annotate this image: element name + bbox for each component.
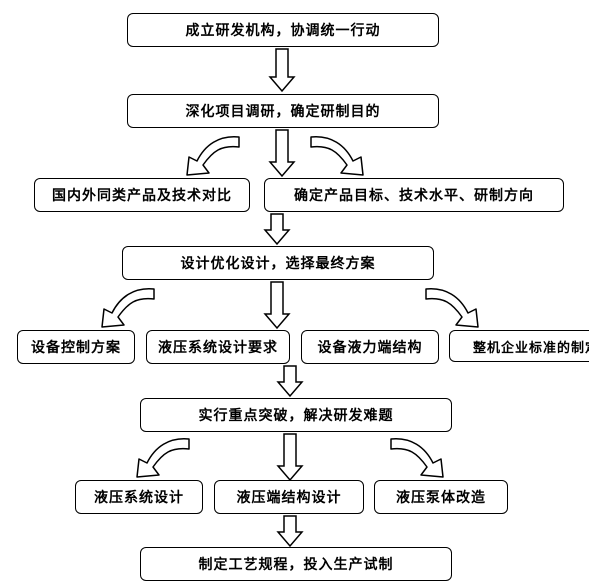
flow-node-n7: 液压系统设计要求 (146, 330, 290, 364)
flow-node-n2: 深化项目调研，确定研制目的 (127, 94, 439, 128)
curved-arrow-left (175, 133, 245, 179)
flow-node-n10: 实行重点突破，解决研发难题 (140, 398, 452, 432)
curved-arrow-right (420, 285, 490, 331)
flow-node-n3: 国内外同类产品及技术对比 (34, 178, 250, 212)
block-arrow-down (278, 366, 302, 396)
block-arrow-down (265, 282, 289, 328)
flow-node-n9: 整机企业标准的制定 (449, 330, 589, 362)
block-arrow-down (265, 214, 289, 244)
curved-arrow-left (90, 285, 160, 331)
flow-node-n13: 液压泵体改造 (374, 480, 508, 514)
flowchart-canvas: 成立研发机构，协调统一行动深化项目调研，确定研制目的国内外同类产品及技术对比确定… (0, 0, 589, 582)
flow-node-n6: 设备控制方案 (17, 330, 135, 364)
flow-node-n11: 液压系统设计 (75, 480, 203, 514)
block-arrow-down (270, 130, 294, 176)
flow-node-n12: 液压端结构设计 (214, 480, 364, 514)
flow-node-n4: 确定产品目标、技术水平、研制方向 (264, 178, 564, 212)
flow-node-n8: 设备液力端结构 (301, 330, 439, 364)
flow-node-n5: 设计优化设计，选择最终方案 (122, 246, 434, 280)
block-arrow-down (278, 434, 302, 480)
flow-node-n14: 制定工艺规程，投入生产试制 (140, 547, 452, 581)
flow-node-n1: 成立研发机构，协调统一行动 (127, 13, 439, 47)
curved-arrow-right (385, 435, 455, 481)
curved-arrow-right (305, 133, 375, 179)
block-arrow-down (270, 49, 294, 91)
block-arrow-down (278, 516, 302, 546)
curved-arrow-left (125, 435, 195, 481)
